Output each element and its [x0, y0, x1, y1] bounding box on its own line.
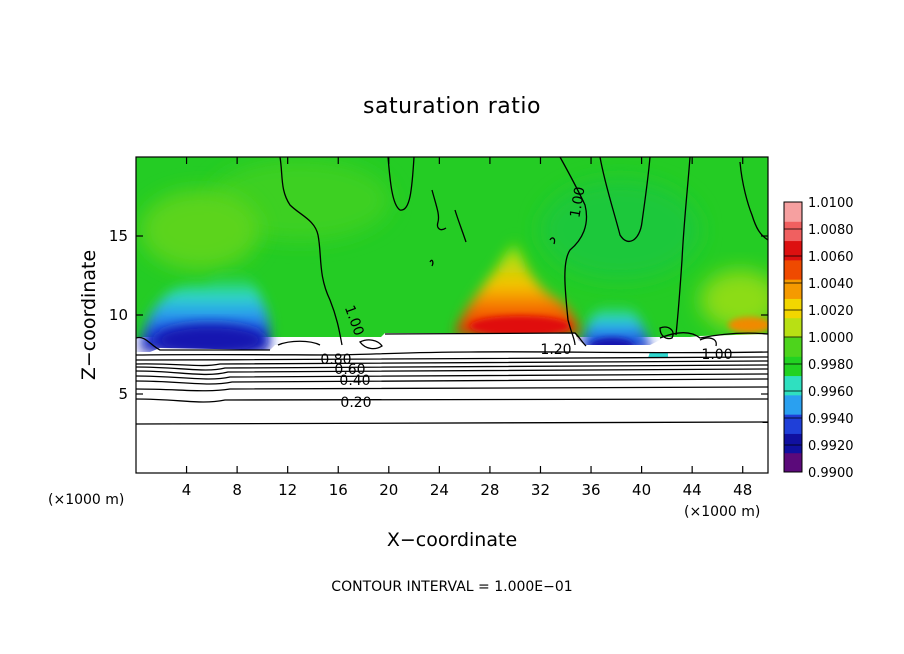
y-tick-label: 10	[109, 306, 128, 324]
field-variation-4	[700, 270, 768, 330]
contour-line	[454, 209, 467, 243]
x-unit-label: (×1000 m)	[684, 504, 760, 520]
contour-line	[135, 378, 769, 385]
contour-label: 1.00	[701, 347, 732, 363]
colorbar-label: 0.9920	[808, 439, 854, 454]
contour-line	[549, 237, 556, 245]
contour-line	[135, 360, 769, 367]
x-tick-label: 28	[480, 481, 499, 499]
contour-line	[135, 356, 769, 361]
colorbar-swatch	[784, 259, 802, 280]
high-supersaturation-core	[470, 316, 570, 336]
contour-line	[135, 421, 769, 425]
colorbar-swatch	[784, 317, 802, 338]
contour-label: 0.40	[339, 373, 370, 389]
contour-line	[135, 386, 769, 392]
colorbar-label: 1.0020	[808, 304, 854, 319]
x-tick-label: 12	[278, 481, 297, 499]
colorbar-label: 0.9900	[808, 466, 854, 481]
contour-line	[135, 336, 270, 351]
y-tick-label: 5	[118, 385, 128, 403]
x-tick-label: 40	[632, 481, 651, 499]
colorbar-swatch	[784, 337, 802, 357]
contour-line	[135, 398, 769, 403]
colorbar-label: 1.0060	[808, 250, 854, 265]
contour-line	[135, 368, 769, 376]
x-tick-label: 24	[430, 481, 449, 499]
colorbar-label: 1.0100	[808, 196, 854, 211]
contour-line	[277, 340, 321, 346]
contour-line	[599, 156, 651, 242]
colorbar-swatch	[784, 356, 802, 377]
contour-line	[699, 337, 717, 347]
field-variation-2	[540, 180, 700, 280]
contour-line	[675, 156, 691, 336]
x-tick-label: 20	[379, 481, 398, 499]
contour-line	[279, 156, 343, 346]
colorbar-swatch	[784, 202, 802, 222]
contour-label: 1.00	[567, 186, 588, 219]
contour-line	[431, 189, 447, 231]
colorbar-swatch	[784, 221, 802, 242]
contour-labels: 1.00 1.00 1.00 0.80 0.60 0.40 0.20 1.20	[320, 186, 732, 411]
x-tick-label: 8	[232, 481, 242, 499]
colorbar-swatch	[784, 375, 802, 396]
contour-line	[659, 326, 674, 340]
x-tick-label: 4	[182, 481, 192, 499]
high-supersaturation-plume	[455, 235, 580, 335]
y-tick-label: 15	[109, 227, 128, 245]
colorbar-label: 0.9980	[808, 358, 854, 373]
x-axis-label: X−coordinate	[387, 529, 517, 551]
contour-interval-note: CONTOUR INTERVAL = 1.000E−01	[331, 579, 572, 595]
field-patch	[648, 352, 668, 358]
x-axis: 4 8 12 16 20 24 28 32 36 40 44 48	[182, 157, 752, 499]
y-axis: 5 10 15	[109, 227, 768, 403]
contour-line	[659, 332, 769, 339]
colorbar-swatch	[784, 414, 802, 434]
colorbar-swatch	[784, 452, 802, 473]
colorbar-swatch	[784, 240, 802, 261]
colorbar-label: 0.9940	[808, 412, 854, 427]
colorbar-label: 1.0080	[808, 223, 854, 238]
low-supersaturation-core-left	[155, 324, 265, 356]
x-tick-label: 36	[581, 481, 600, 499]
contour-label: 0.20	[340, 395, 371, 411]
high-supersaturation-edge	[728, 317, 768, 333]
contour-label: 1.20	[540, 342, 571, 358]
contour-line	[135, 364, 769, 371]
colorbar-swatch	[784, 279, 802, 299]
x-tick-label: 16	[329, 481, 348, 499]
x-tick-label: 32	[531, 481, 550, 499]
colorbar-swatch	[784, 394, 802, 415]
z-unit-label: (×1000 m)	[48, 492, 124, 508]
colorbar-swatch	[784, 433, 802, 454]
colorbar-swatch	[784, 298, 802, 319]
contour-line	[135, 351, 769, 356]
contour-line	[739, 161, 769, 241]
contour-lines	[135, 156, 769, 425]
heatmap-field	[136, 157, 768, 473]
x-tick-label: 44	[683, 481, 702, 499]
y-axis-label: Z−coordinate	[78, 250, 100, 380]
colorbar-label: 0.9960	[808, 385, 854, 400]
contour-line	[384, 332, 587, 347]
contour-label: 0.60	[334, 362, 365, 378]
low-supersaturation-plume-right	[580, 301, 652, 352]
colorbar: 1.0100 1.0080 1.0060 1.0040 1.0020 1.0000 0.99…	[783, 196, 854, 481]
contour-line	[559, 156, 588, 346]
field-variation-3	[140, 190, 260, 270]
x-tick-label: 48	[733, 481, 752, 499]
colorbar-label: 1.0000	[808, 331, 854, 346]
contour-label: 0.80	[320, 352, 351, 368]
contour-line	[429, 259, 434, 267]
contour-line	[135, 373, 769, 380]
contour-line	[359, 339, 383, 350]
colorbar-label: 1.0040	[808, 277, 854, 292]
chart-title: saturation ratio	[363, 94, 541, 119]
contour-line	[387, 156, 415, 211]
